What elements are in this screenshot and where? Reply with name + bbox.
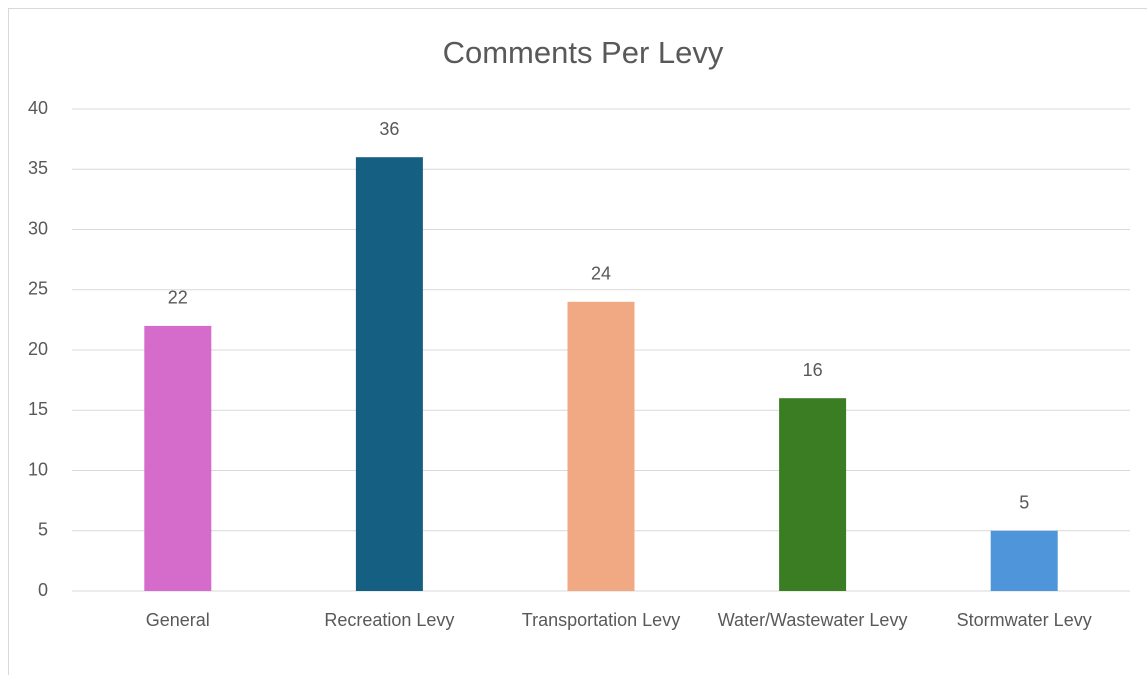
x-tick-label: Transportation Levy [521, 610, 681, 630]
x-tick-label: Water/Wastewater Levy [717, 610, 908, 630]
x-tick-label: Recreation Levy [324, 610, 455, 630]
chart-border [8, 8, 1147, 675]
data-label: 16 [803, 360, 823, 380]
y-tick-label: 15 [28, 399, 48, 419]
y-tick-label: 20 [28, 339, 48, 359]
x-tick-label: Stormwater Levy [956, 610, 1092, 630]
y-tick-label: 30 [28, 218, 48, 238]
bar [990, 530, 1058, 591]
bar [144, 325, 212, 591]
data-label: 5 [1019, 493, 1029, 513]
y-tick-label: 10 [28, 459, 48, 479]
bar [779, 398, 847, 591]
y-tick-label: 40 [28, 98, 48, 118]
y-tick-label: 35 [28, 158, 48, 178]
y-tick-label: 25 [28, 279, 48, 299]
bar [567, 301, 635, 591]
chart-title: Comments Per Levy [443, 35, 724, 70]
y-tick-label: 0 [38, 580, 48, 600]
data-label: 36 [379, 119, 399, 139]
x-tick-label: General [145, 610, 210, 630]
y-tick-label: 5 [38, 520, 48, 540]
data-label: 22 [168, 288, 188, 308]
bar [355, 157, 423, 591]
data-label: 24 [591, 264, 611, 284]
